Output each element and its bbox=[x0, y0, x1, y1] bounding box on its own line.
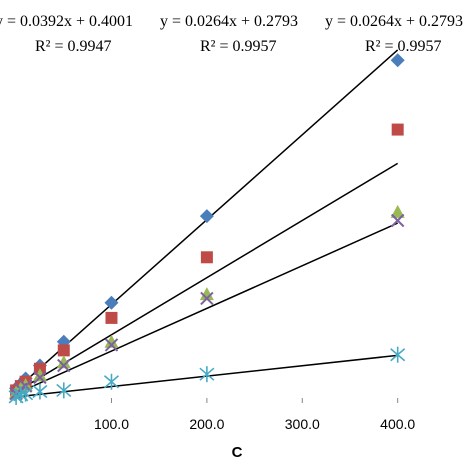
trendline bbox=[15, 162, 399, 393]
data-point-star bbox=[103, 373, 120, 390]
x-axis-label: C bbox=[232, 444, 243, 461]
r-squared-label: R² = 0.9957 bbox=[200, 38, 277, 55]
data-point-triangle bbox=[32, 368, 47, 382]
data-point-star bbox=[32, 383, 48, 400]
x-tick-label: 100.0 bbox=[94, 416, 129, 432]
data-point-star bbox=[56, 382, 72, 399]
data-points bbox=[8, 53, 406, 405]
data-point-x bbox=[200, 291, 214, 306]
data-point-triangle bbox=[390, 204, 405, 218]
trendline-equation: y = 0.0264x + 0.2793 bbox=[160, 13, 298, 30]
equation-annotations: y = 0.0392x + 0.4001 R² = 0.9947 y = 0.026… bbox=[0, 13, 463, 55]
trendlines bbox=[15, 49, 399, 398]
trendline bbox=[15, 222, 398, 395]
data-point-triangle bbox=[199, 287, 214, 301]
data-point-x bbox=[104, 338, 119, 352]
r-squared-label: R² = 0.9957 bbox=[365, 38, 442, 55]
data-point-diamond bbox=[199, 209, 214, 224]
x-axis: 100.0 200.0 300.0 400.0 bbox=[94, 398, 415, 432]
x-tick-label: 200.0 bbox=[189, 416, 224, 432]
x-tick-label: 400.0 bbox=[380, 416, 415, 432]
data-point-x bbox=[390, 213, 405, 228]
data-point-x bbox=[33, 370, 47, 385]
data-point-star bbox=[18, 385, 34, 402]
data-point-diamond bbox=[390, 53, 405, 68]
data-point-square bbox=[57, 344, 70, 357]
x-tick-label: 300.0 bbox=[285, 416, 320, 432]
data-point-star bbox=[390, 346, 406, 363]
data-point-square bbox=[200, 251, 213, 264]
r-squared-label: R² = 0.9947 bbox=[35, 38, 112, 55]
data-point-square bbox=[105, 311, 118, 324]
data-point-x bbox=[57, 358, 71, 373]
trendline-equation: y = 0.0392x + 0.4001 bbox=[0, 13, 133, 30]
data-point-diamond bbox=[104, 295, 119, 310]
trendline-equation: y = 0.0264x + 0.2793 bbox=[325, 13, 463, 30]
data-point-triangle bbox=[104, 334, 119, 348]
data-point-square bbox=[391, 123, 404, 136]
data-point-triangle bbox=[56, 355, 71, 369]
data-point-star bbox=[199, 366, 215, 383]
